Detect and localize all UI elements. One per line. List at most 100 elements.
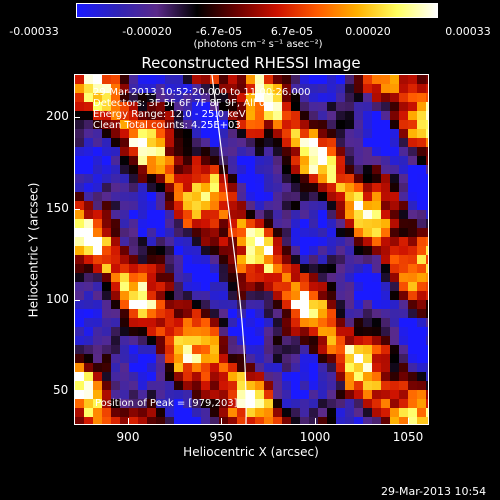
image-pixel bbox=[102, 309, 111, 318]
image-pixel bbox=[201, 282, 210, 291]
image-pixel bbox=[345, 183, 354, 192]
image-pixel bbox=[399, 318, 408, 327]
image-pixel bbox=[327, 399, 336, 408]
image-pixel bbox=[174, 93, 183, 102]
y-tick-mark bbox=[74, 117, 80, 118]
image-pixel bbox=[417, 102, 426, 111]
image-pixel bbox=[93, 291, 102, 300]
image-pixel bbox=[192, 111, 201, 120]
image-pixel bbox=[174, 147, 183, 156]
image-pixel bbox=[192, 129, 201, 138]
image-pixel bbox=[156, 156, 165, 165]
image-pixel bbox=[327, 237, 336, 246]
colorbar-tick: 0.00020 bbox=[345, 25, 391, 38]
image-pixel bbox=[381, 417, 390, 424]
image-pixel bbox=[336, 84, 345, 93]
image-pixel bbox=[111, 228, 120, 237]
image-pixel bbox=[291, 309, 300, 318]
image-pixel bbox=[417, 300, 426, 309]
image-pixel bbox=[183, 318, 192, 327]
image-pixel bbox=[417, 372, 426, 381]
image-pixel bbox=[228, 264, 237, 273]
image-pixel bbox=[282, 372, 291, 381]
image-pixel bbox=[372, 237, 381, 246]
x-tick-label: 900 bbox=[116, 430, 140, 444]
image-pixel bbox=[318, 129, 327, 138]
image-pixel bbox=[264, 309, 273, 318]
image-pixel bbox=[300, 291, 309, 300]
image-pixel bbox=[156, 291, 165, 300]
image-pixel bbox=[111, 381, 120, 390]
image-pixel bbox=[183, 300, 192, 309]
image-pixel bbox=[291, 210, 300, 219]
image-pixel bbox=[381, 237, 390, 246]
clean-counts-text: Clean Total counts: 4.25E+03 bbox=[93, 120, 241, 131]
image-pixel bbox=[210, 165, 219, 174]
image-pixel bbox=[390, 327, 399, 336]
image-pixel bbox=[246, 138, 255, 147]
image-pixel bbox=[309, 174, 318, 183]
image-pixel bbox=[228, 408, 237, 417]
image-pixel bbox=[345, 309, 354, 318]
image-pixel bbox=[183, 363, 192, 372]
image-pixel bbox=[291, 372, 300, 381]
image-pixel bbox=[309, 372, 318, 381]
image-pixel bbox=[228, 399, 237, 408]
image-pixel bbox=[327, 93, 336, 102]
image-pixel bbox=[129, 138, 138, 147]
image-pixel bbox=[273, 318, 282, 327]
image-pixel bbox=[372, 165, 381, 174]
image-pixel bbox=[237, 408, 246, 417]
image-pixel bbox=[354, 381, 363, 390]
image-pixel bbox=[111, 165, 120, 174]
image-pixel bbox=[228, 381, 237, 390]
image-pixel bbox=[327, 246, 336, 255]
image-pixel bbox=[336, 282, 345, 291]
image-pixel bbox=[120, 318, 129, 327]
image-pixel bbox=[219, 93, 228, 102]
image-pixel bbox=[381, 102, 390, 111]
image-pixel bbox=[237, 165, 246, 174]
image-pixel bbox=[111, 183, 120, 192]
image-pixel bbox=[291, 192, 300, 201]
image-pixel bbox=[201, 291, 210, 300]
image-pixel bbox=[399, 183, 408, 192]
image-pixel bbox=[210, 192, 219, 201]
image-pixel bbox=[264, 210, 273, 219]
image-pixel bbox=[327, 102, 336, 111]
image-pixel bbox=[246, 237, 255, 246]
image-pixel bbox=[255, 381, 264, 390]
image-pixel bbox=[165, 183, 174, 192]
image-pixel bbox=[264, 354, 273, 363]
image-pixel bbox=[183, 210, 192, 219]
image-pixel bbox=[147, 210, 156, 219]
image-pixel bbox=[183, 111, 192, 120]
image-pixel bbox=[192, 300, 201, 309]
image-pixel bbox=[84, 75, 93, 84]
image-pixel bbox=[399, 381, 408, 390]
image-pixel bbox=[138, 147, 147, 156]
image-pixel bbox=[84, 354, 93, 363]
image-pixel bbox=[246, 264, 255, 273]
image-pixel bbox=[381, 255, 390, 264]
image-pixel bbox=[138, 111, 147, 120]
image-pixel bbox=[93, 363, 102, 372]
image-pixel bbox=[381, 228, 390, 237]
image-pixel bbox=[426, 183, 428, 192]
image-pixel bbox=[408, 363, 417, 372]
image-pixel bbox=[156, 390, 165, 399]
image-pixel bbox=[111, 408, 120, 417]
image-pixel bbox=[336, 210, 345, 219]
image-pixel bbox=[372, 111, 381, 120]
image-pixel bbox=[309, 228, 318, 237]
image-pixel bbox=[426, 129, 428, 138]
image-pixel bbox=[372, 309, 381, 318]
image-pixel bbox=[309, 237, 318, 246]
image-pixel bbox=[147, 147, 156, 156]
image-pixel bbox=[138, 102, 147, 111]
image-pixel bbox=[138, 399, 147, 408]
image-pixel bbox=[255, 183, 264, 192]
image-pixel bbox=[336, 273, 345, 282]
image-pixel bbox=[111, 246, 120, 255]
image-pixel bbox=[219, 273, 228, 282]
